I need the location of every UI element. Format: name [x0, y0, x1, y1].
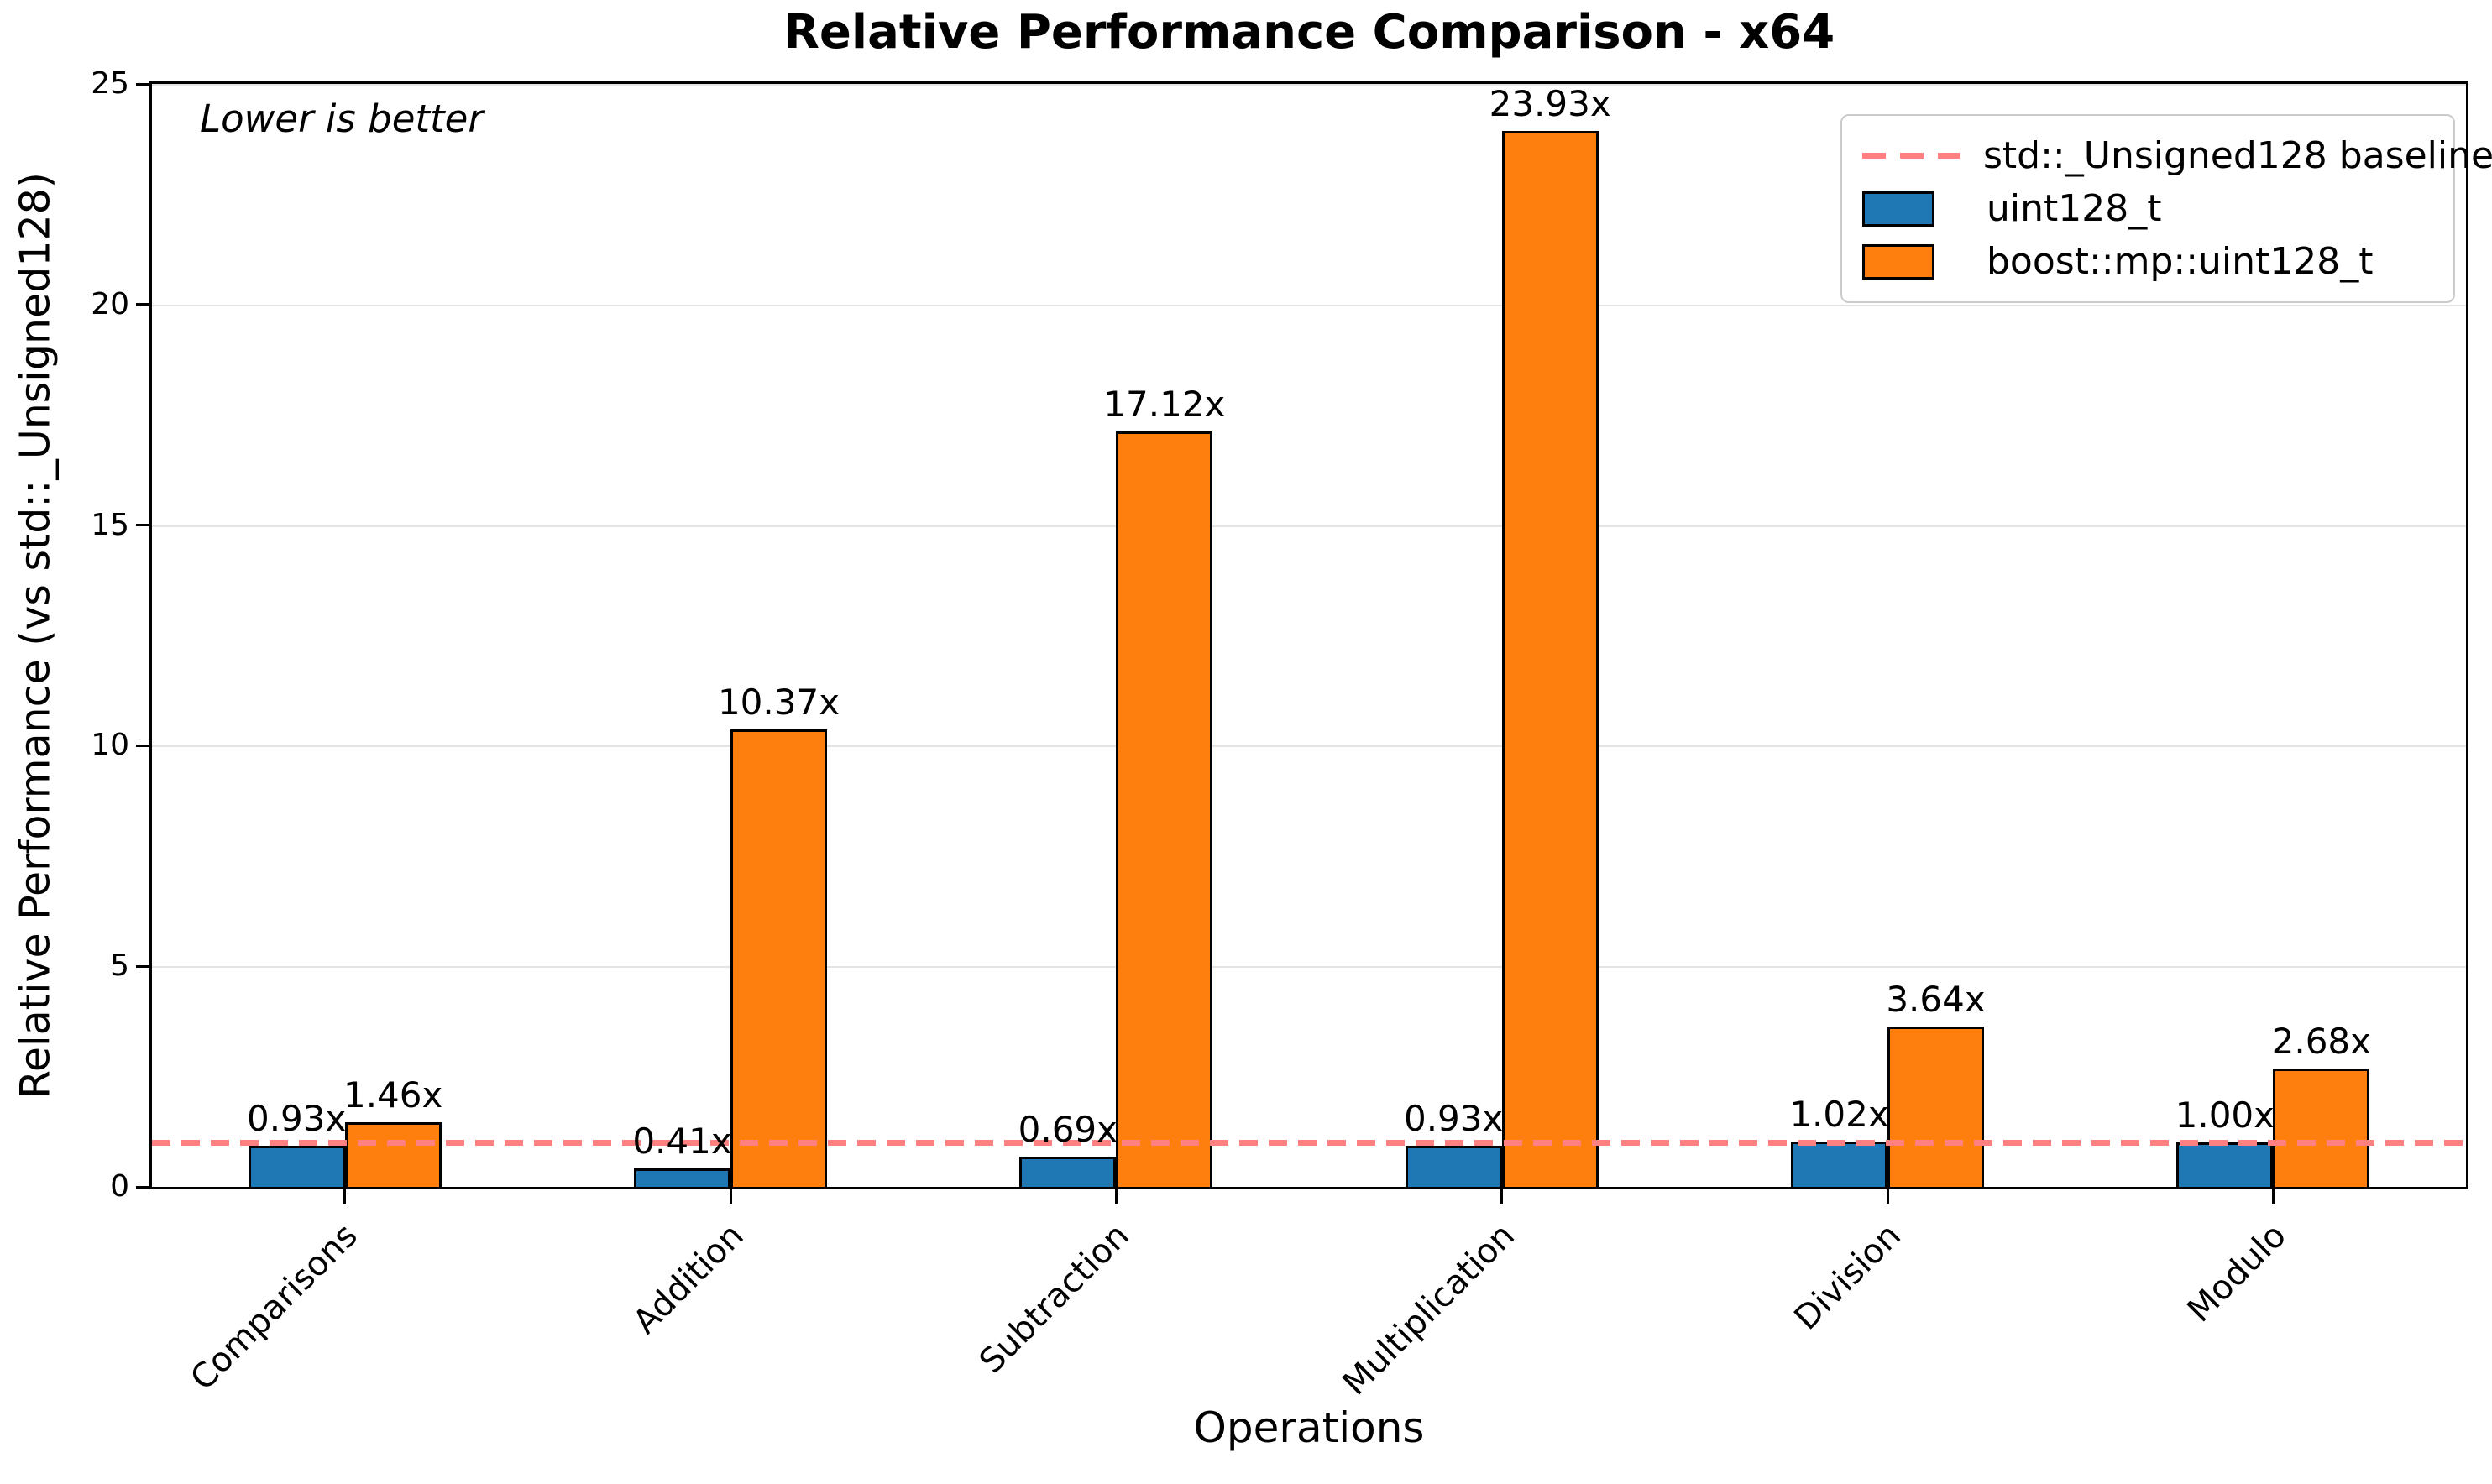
- gridline-15: [152, 525, 2466, 527]
- x-tick-mark-Addition: [729, 1189, 732, 1204]
- y-tick-label-10: 10: [91, 728, 129, 763]
- bar-boost::mp::uint128_t-Addition: [730, 729, 827, 1187]
- legend-label-uint128: uint128_t: [1987, 187, 2162, 230]
- x-tick-label-Multiplication: Multiplication: [1335, 1216, 1523, 1403]
- bar-uint128_t-Subtraction: [1019, 1156, 1117, 1187]
- bar-boost::mp::uint128_t-Comparisons: [344, 1122, 442, 1187]
- bar-uint128_t-Division: [1791, 1142, 1887, 1187]
- gridline-20: [152, 304, 2466, 306]
- y-tick-label-0: 0: [110, 1169, 129, 1204]
- chart-title: Relative Performance Comparison - x64: [783, 5, 1835, 60]
- bar-uint128_t-Multiplication: [1405, 1146, 1502, 1187]
- boost-color-swatch: [1862, 243, 1934, 280]
- bar-value-label-boost::mp::uint128_t-Modulo: 2.68x: [2271, 1021, 2372, 1063]
- bar-boost::mp::uint128_t-Multiplication: [1501, 131, 1599, 1187]
- y-tick-mark-20: [136, 303, 149, 306]
- boost-legend-sample-wrap: [1862, 243, 1963, 280]
- x-tick-mark-Modulo: [2271, 1189, 2275, 1204]
- uint128-legend-sample-wrap: [1862, 191, 1963, 227]
- y-tick-label-25: 25: [91, 66, 129, 101]
- gridline-5: [152, 966, 2466, 969]
- legend-label-baseline: std::_Unsigned128 baseline: [1983, 134, 2492, 177]
- x-tick-mark-Division: [1886, 1189, 1889, 1204]
- bar-value-label-uint128_t-Subtraction: 0.69x: [1018, 1108, 1118, 1150]
- gridline-10: [152, 745, 2466, 748]
- y-tick-mark-10: [136, 744, 149, 747]
- bar-value-label-boost::mp::uint128_t-Multiplication: 23.93x: [1489, 83, 1611, 125]
- bar-value-label-boost::mp::uint128_t-Subtraction: 17.12x: [1103, 384, 1226, 426]
- baseline-legend-sample-wrap: [1862, 153, 1960, 159]
- x-tick-label-Modulo: Modulo: [2180, 1216, 2294, 1330]
- y-tick-mark-0: [136, 1185, 149, 1189]
- bar-boost::mp::uint128_t-Subtraction: [1116, 431, 1213, 1187]
- x-tick-label-Addition: Addition: [626, 1216, 751, 1342]
- gridline-25: [152, 84, 2466, 86]
- bar-value-label-boost::mp::uint128_t-Addition: 10.37x: [717, 681, 840, 723]
- y-tick-mark-5: [136, 964, 149, 968]
- bar-value-label-uint128_t-Multiplication: 0.93x: [1403, 1098, 1504, 1140]
- uint128-color-swatch: [1862, 191, 1934, 227]
- x-tick-label-Division: Division: [1786, 1216, 1908, 1338]
- bar-value-label-uint128_t-Addition: 0.41x: [632, 1121, 732, 1163]
- x-tick-label-Subtraction: Subtraction: [971, 1216, 1137, 1382]
- annotation-lower-is-better: Lower is better: [200, 97, 484, 141]
- legend-row-baseline: std::_Unsigned128 baseline: [1862, 129, 2492, 182]
- x-tick-mark-Subtraction: [1114, 1189, 1118, 1204]
- baseline-dashed-line-sample: [1862, 153, 1960, 159]
- y-tick-label-5: 5: [110, 948, 129, 984]
- bar-uint128_t-Comparisons: [248, 1146, 345, 1187]
- bar-uint128_t-Modulo: [2176, 1142, 2274, 1187]
- legend: std::_Unsigned128 baseline uint128_t boo…: [1840, 114, 2492, 303]
- x-tick-label-Comparisons: Comparisons: [183, 1216, 366, 1398]
- y-tick-mark-25: [136, 82, 149, 86]
- plot-inner-layer: 0.93x 0.41x 0.69x 0.93x 1.02x 1.00x 1.46x 10.37…: [152, 83, 2466, 1187]
- y-tick-mark-15: [136, 524, 149, 527]
- y-tick-label-20: 20: [91, 286, 129, 321]
- x-tick-mark-Comparisons: [343, 1189, 347, 1204]
- bar-boost::mp::uint128_t-Division: [1887, 1026, 1984, 1187]
- legend-row-uint128: uint128_t: [1862, 182, 2433, 235]
- bar-value-label-uint128_t-Modulo: 1.00x: [2175, 1095, 2275, 1137]
- bar-value-label-uint128_t-Division: 1.02x: [1789, 1094, 1889, 1136]
- bar-value-label-boost::mp::uint128_t-Comparisons: 1.46x: [343, 1074, 443, 1116]
- x-axis-label: Operations: [1193, 1403, 1425, 1452]
- bar-boost::mp::uint128_t-Modulo: [2273, 1069, 2370, 1187]
- y-tick-label-15: 15: [91, 507, 129, 542]
- baseline-line: [152, 1140, 2466, 1147]
- bar-uint128_t-Addition: [634, 1168, 730, 1187]
- legend-label-boost: boost::mp::uint128_t: [1987, 240, 2374, 283]
- bar-value-label-uint128_t-Comparisons: 0.93x: [246, 1098, 347, 1140]
- bar-value-label-boost::mp::uint128_t-Division: 3.64x: [1886, 978, 1986, 1020]
- x-tick-mark-Multiplication: [1500, 1189, 1504, 1204]
- legend-row-boost: boost::mp::uint128_t: [1862, 235, 2433, 288]
